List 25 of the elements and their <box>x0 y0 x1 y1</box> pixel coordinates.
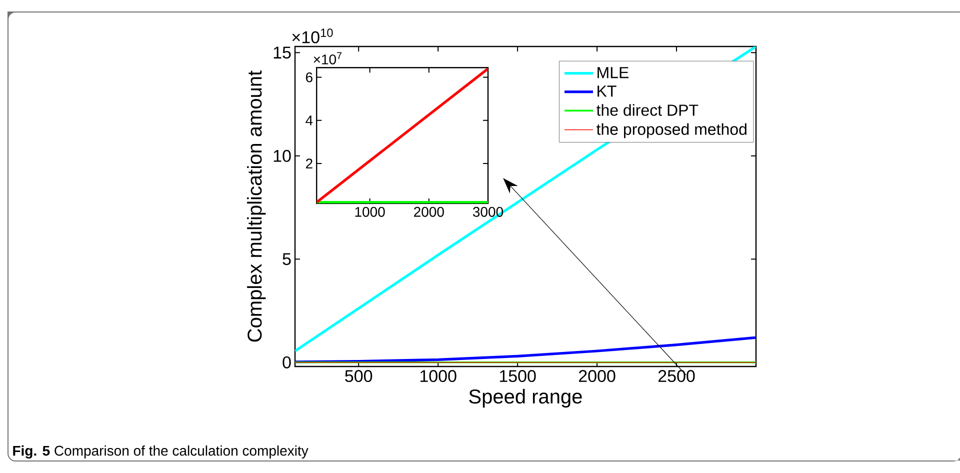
y-tick-label: 0 <box>282 356 291 368</box>
text: Fig. 5 Comparison of the calculation complexity <box>13 445 308 459</box>
y-tick-label: 2 <box>306 158 312 168</box>
x-tick-label: 1000 <box>355 206 385 217</box>
y-tick-label: 5 <box>282 253 291 266</box>
x-tick-label: 500 <box>345 370 372 382</box>
legend-label: the direct DPT <box>596 104 698 116</box>
legend-label: MLE <box>598 67 628 78</box>
x-tick-label: 2000 <box>414 206 444 217</box>
line-series <box>295 336 756 364</box>
x-tick-label: 2500 <box>658 370 695 382</box>
legend-label: KT <box>598 86 616 97</box>
x-tick-label: 3000 <box>472 206 504 217</box>
x-tick-label: 1000 <box>420 370 456 382</box>
y-tick-label: 4 <box>306 116 313 126</box>
x-tick-label: 1500 <box>500 370 536 382</box>
y-tick-label: 10 <box>274 150 291 162</box>
y-tick-label: 15 <box>274 46 291 59</box>
y-axis-title: Complex multiplication amount <box>247 70 266 342</box>
annotation: ×10$^{7}$ <box>314 52 342 64</box>
x-axis-title: Speed range <box>469 388 582 408</box>
y-tick-label: 6 <box>306 72 312 82</box>
legend-label: the proposed method <box>596 123 746 138</box>
x-tick-label: 2000 <box>578 370 616 382</box>
text: ×10$^{10}$ <box>292 28 333 44</box>
